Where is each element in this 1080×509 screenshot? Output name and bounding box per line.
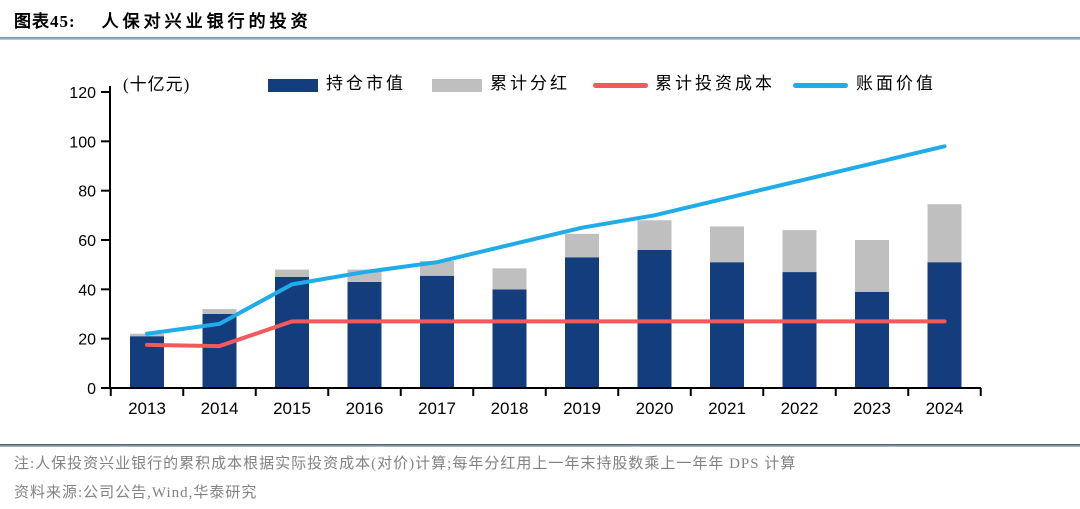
bar-holding-2015 (275, 277, 309, 388)
figure-header: 图表45: 人保对兴业银行的投资 (14, 7, 312, 32)
x-tick-label-2014: 2014 (201, 399, 239, 418)
x-tick-label-2024: 2024 (926, 399, 964, 418)
bar-holding-2024 (927, 262, 962, 388)
y-tick-label-60: 60 (78, 233, 96, 250)
bar-holding-2017 (420, 275, 454, 388)
bar-dividend-2024 (927, 204, 962, 263)
y-tick-label-0: 0 (87, 381, 96, 398)
x-tick-label-2013: 2013 (128, 399, 166, 418)
x-tick-label-2023: 2023 (853, 399, 891, 418)
bar-dividend-2014 (202, 309, 237, 314)
line-book (145, 144, 947, 336)
bar-holding-2020 (637, 249, 672, 388)
figure-label: 图表45: (14, 12, 76, 31)
bar-dividend-2019 (565, 233, 599, 258)
x-tick-label-2015: 2015 (273, 399, 311, 418)
x-tick-label-2016: 2016 (346, 399, 384, 418)
legend-label-book: 账面价值 (856, 74, 936, 93)
bar-dividend-2021 (710, 226, 744, 263)
y-tick-label-80: 80 (78, 184, 96, 201)
bar-dividend-2022 (782, 230, 817, 273)
bar-dividend-2020 (637, 220, 672, 250)
title-underline (0, 37, 1080, 40)
bar-dividend-2015 (275, 269, 309, 277)
chart-note: 注:人保投资兴业银行的累积成本根据实际投资成本(对价)计算;每年分红用上一年末持… (14, 456, 797, 472)
bar-holding-2021 (710, 262, 744, 388)
y-tick-label-100: 100 (69, 134, 96, 151)
x-tick-label-2021: 2021 (708, 399, 746, 418)
y-tick-label-40: 40 (78, 282, 96, 299)
unit-label: (十亿元) (123, 75, 191, 94)
legend-label-dividend: 累计分红 (490, 74, 570, 93)
y-tick-label-120: 120 (69, 85, 96, 102)
bar-holding-2022 (782, 272, 817, 388)
y-tick-label-20: 20 (78, 332, 96, 349)
legend-swatch-holding (268, 79, 318, 92)
bar-holding-2016 (347, 281, 382, 388)
legend-label-cost: 累计投资成本 (655, 74, 775, 93)
legend-swatch-dividend (432, 79, 482, 92)
line-cost (145, 319, 947, 349)
legend-swatch-cost (593, 83, 648, 88)
x-tick-label-2018: 2018 (491, 399, 529, 418)
bar-dividend-2018 (492, 268, 527, 290)
x-tick-label-2022: 2022 (781, 399, 819, 418)
bar-holding-2018 (492, 289, 527, 388)
bar-dividend-2023 (855, 240, 889, 292)
legend-label-holding: 持仓市值 (326, 74, 406, 93)
x-tick-label-2020: 2020 (636, 399, 674, 418)
figure-title: 人保对兴业银行的投资 (101, 12, 312, 31)
bar-holding-2023 (855, 291, 889, 388)
x-tick-label-2017: 2017 (418, 399, 456, 418)
x-tick-label-2019: 2019 (563, 399, 601, 418)
chart-source: 资料来源:公司公告,Wind,华泰研究 (14, 485, 258, 501)
legend-swatch-book (793, 83, 848, 88)
footer-separator (0, 444, 1080, 447)
